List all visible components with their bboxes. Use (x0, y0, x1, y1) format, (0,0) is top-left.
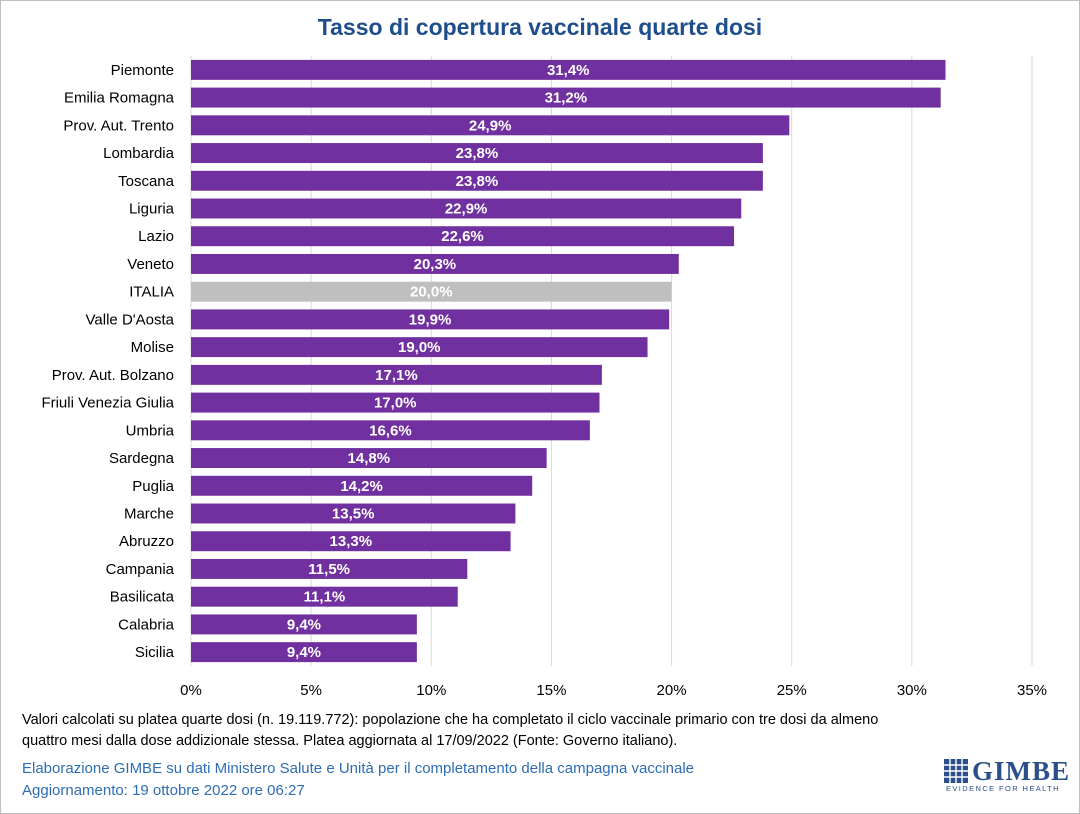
bar (191, 531, 511, 552)
category-label: Calabria (118, 616, 175, 633)
data-label: 14,8% (348, 450, 391, 467)
bar (191, 59, 946, 80)
data-label: 9,4% (287, 616, 321, 633)
data-label: 13,3% (330, 533, 373, 550)
data-label: 31,4% (547, 62, 590, 79)
bar (191, 253, 679, 274)
data-label: 23,8% (456, 173, 499, 190)
category-label: Piemonte (111, 62, 174, 79)
footnote: Valori calcolati su platea quarte dosi (… (22, 710, 1062, 752)
data-label: 22,9% (445, 201, 488, 218)
credit-line-2: Aggiornamento: 19 ottobre 2022 ore 06:27 (22, 782, 305, 799)
bar-chart: 0% 5% 10% 15% 20% 25% 30% 35% Piemonte 31,4% Emili… (41, 56, 1047, 699)
data-label: 31,2% (545, 90, 588, 107)
logo-tagline: EVIDENCE FOR HEALTH (946, 784, 1060, 793)
bar (191, 420, 590, 441)
bar (191, 614, 417, 635)
bar (191, 115, 790, 136)
bar (191, 198, 742, 219)
category-label: Sicilia (135, 644, 175, 661)
data-label: 19,9% (409, 311, 452, 328)
credit-line-1: Elaborazione GIMBE su dati Ministero Sal… (22, 760, 695, 777)
category-label: Marche (124, 506, 174, 523)
data-label: 23,8% (456, 145, 499, 162)
category-label: ITALIA (129, 284, 174, 301)
category-label: Campania (106, 561, 175, 578)
category-label: Basilicata (110, 589, 175, 606)
category-label: Prov. Aut. Trento (63, 117, 174, 134)
bar (191, 226, 735, 247)
bar (191, 586, 458, 607)
data-label: 11,1% (303, 589, 345, 606)
data-label: 22,6% (441, 228, 484, 245)
category-label: Liguria (129, 201, 175, 218)
category-label: Lombardia (103, 145, 175, 162)
data-label: 24,9% (469, 117, 512, 134)
data-label: 9,4% (287, 644, 321, 661)
data-label: 17,1% (375, 367, 418, 384)
x-tick-label: 35% (1017, 682, 1047, 699)
bar (191, 392, 600, 413)
data-label: 11,5% (308, 561, 350, 578)
data-label: 13,5% (332, 506, 375, 523)
bar (191, 448, 547, 469)
data-label: 17,0% (374, 395, 417, 412)
bar (191, 87, 941, 108)
bar (191, 558, 468, 579)
bar (191, 143, 763, 164)
bar (191, 170, 763, 191)
footnote-line-2: quattro mesi dalla dose addizionale stes… (22, 733, 678, 749)
x-tick-label: 20% (657, 682, 687, 699)
data-label: 20,0% (410, 284, 453, 301)
category-label: Lazio (138, 228, 174, 245)
x-tick-label: 5% (300, 682, 322, 699)
bar (191, 364, 602, 385)
category-label: Veneto (127, 256, 174, 273)
x-tick-label: 0% (180, 682, 202, 699)
chart-title: Tasso di copertura vaccinale quarte dosi (317, 14, 763, 40)
footnote-line-1: Valori calcolati su platea quarte dosi (… (22, 712, 879, 728)
bar-highlight (191, 281, 672, 302)
bar (191, 503, 516, 524)
x-tick-label: 15% (536, 682, 566, 699)
bar (191, 309, 670, 330)
category-label: Emilia Romagna (64, 90, 175, 107)
category-label: Sardegna (109, 450, 175, 467)
data-label: 14,2% (340, 478, 383, 495)
gimbe-logo: GIMBE EVIDENCE FOR HEALTH (944, 756, 1069, 798)
bar (191, 475, 533, 496)
x-tick-label: 30% (897, 682, 927, 699)
category-label: Valle D'Aosta (86, 311, 175, 328)
category-label: Umbria (126, 422, 175, 439)
data-label: 20,3% (414, 256, 457, 273)
category-label: Friuli Venezia Giulia (41, 395, 174, 412)
bar (191, 642, 417, 663)
category-label: Toscana (118, 173, 175, 190)
category-label: Puglia (132, 478, 174, 495)
data-label: 19,0% (398, 339, 441, 356)
x-tick-label: 10% (416, 682, 446, 699)
logo-wordmark: GIMBE (972, 756, 1071, 786)
category-label: Molise (131, 339, 174, 356)
bar (191, 337, 648, 358)
x-tick-label: 25% (777, 682, 807, 699)
data-label: 16,6% (369, 422, 412, 439)
category-label: Prov. Aut. Bolzano (52, 367, 174, 384)
category-label: Abruzzo (119, 533, 174, 550)
gimbe-grid-icon (944, 759, 968, 783)
